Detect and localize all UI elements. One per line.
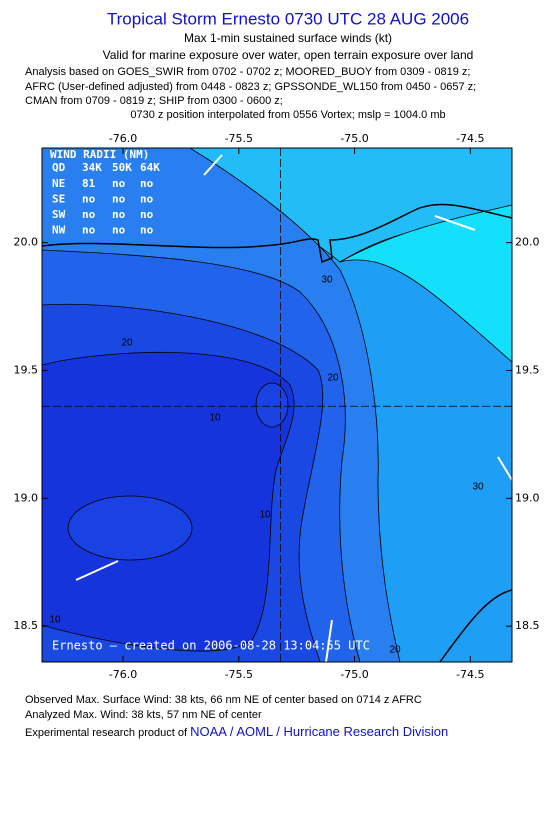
wind-radii-cell: 81 (82, 177, 96, 190)
wind-radii-cell: no (82, 193, 96, 206)
wind-radii-cell: NE (52, 177, 65, 190)
wind-radii-cell: no (112, 208, 126, 221)
wind-radii-header: QD (52, 161, 66, 174)
contour-label: 10 (49, 615, 61, 626)
contour-label: 20 (121, 338, 133, 349)
y-tick-label: 19.0 (14, 491, 39, 504)
x-tick-label: -74.5 (456, 132, 484, 145)
band (67, 495, 193, 561)
footer-observed: Observed Max. Surface Wind: 38 kts, 66 n… (25, 694, 422, 706)
contour-label: 30 (472, 482, 484, 493)
analysis-line: Analysis based on GOES_SWIR from 0702 - … (25, 66, 471, 78)
credit: Ernesto – created on 2006-08-28 13:04:55… (52, 639, 370, 653)
title: Tropical Storm Ernesto 0730 UTC 28 AUG 2… (107, 9, 469, 28)
contour-label: 20 (327, 373, 339, 384)
x-tick-label: -75.5 (225, 132, 253, 145)
y-tick-label: 19.0 (515, 491, 540, 504)
wind-radii-title: WIND RADII (NM) (50, 148, 149, 161)
y-tick-label: 18.5 (14, 619, 39, 632)
contour-label: 20 (389, 645, 401, 656)
wind-radii-cell: no (82, 208, 96, 221)
wind-radii-cell: no (112, 193, 126, 206)
coastline (439, 589, 512, 662)
valid-line: Valid for marine exposure over water, op… (103, 48, 474, 62)
product-link[interactable]: NOAA / AOML / Hurricane Research Divisio… (190, 724, 448, 739)
wind-radii-cell: no (140, 208, 154, 221)
footer-analyzed: Analyzed Max. Wind: 38 kts, 57 nm NE of … (25, 709, 262, 721)
footer-product: Experimental research product of NOAA / … (25, 724, 448, 739)
wind-radii-cell: NW (52, 224, 66, 237)
analysis-line: 0730 z position interpolated from 0556 V… (130, 109, 445, 121)
arrows (75, 154, 512, 662)
contour-label: 10 (209, 413, 221, 424)
wind-radii-cell: SW (52, 208, 66, 221)
wind-radii-cell: no (140, 177, 154, 190)
x-tick-label: -74.5 (456, 668, 484, 681)
x-tick-label: -76.0 (109, 132, 137, 145)
analysis-line: CMAN from 0709 - 0819 z; SHIP from 0300 … (25, 95, 283, 107)
wind-radii-header: 50K (112, 161, 132, 174)
y-tick-label: 18.5 (515, 619, 540, 632)
wind-radii-cell: no (82, 224, 96, 237)
analysis-line: AFRC (User-defined adjusted) from 0448 -… (25, 81, 476, 93)
wind-radii-header: 64K (140, 161, 160, 174)
wind-radii-cell: no (140, 193, 154, 206)
wind-radii-cell: no (112, 224, 126, 237)
band (255, 382, 289, 428)
x-tick-label: -75.5 (225, 668, 253, 681)
product-prefix: Experimental research product of (25, 727, 188, 739)
y-tick-label: 20.0 (14, 236, 39, 249)
y-tick-label: 19.5 (14, 363, 39, 376)
contour-label: 10 (259, 510, 271, 521)
x-tick-label: -75.0 (340, 132, 368, 145)
wind-radii-cell: no (112, 177, 126, 190)
band (339, 204, 512, 363)
y-tick-label: 20.0 (515, 236, 540, 249)
contour-label: 30 (321, 275, 333, 286)
wind-radii-cell: no (140, 224, 154, 237)
x-tick-label: -76.0 (109, 668, 137, 681)
subtitle: Max 1-min sustained surface winds (kt) (184, 31, 392, 45)
map-frame (41, 147, 513, 663)
x-tick-label: -75.0 (340, 668, 368, 681)
wind-radii-header: 34K (82, 161, 102, 174)
band (42, 351, 295, 652)
coastline (42, 203, 512, 264)
y-tick-label: 19.5 (515, 363, 540, 376)
wind-radii-cell: SE (52, 193, 65, 206)
